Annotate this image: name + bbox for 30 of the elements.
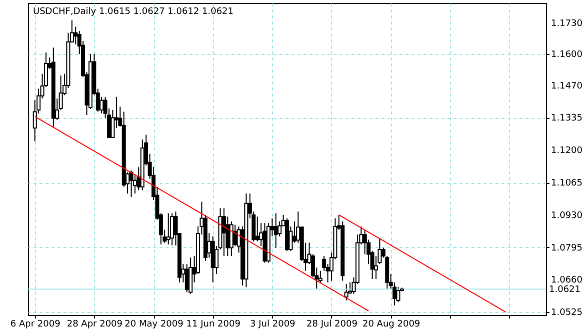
x-tick-label: 6 Apr 2009	[10, 320, 61, 330]
candlestick	[233, 224, 238, 247]
y-tick-label: 1.1730	[551, 18, 583, 29]
x-tick-label: 11 Jun 2009	[186, 320, 241, 330]
candlestick	[166, 212, 170, 245]
candlestick	[344, 284, 348, 301]
y-tick-label: 1.0660	[551, 276, 583, 286]
chart-title: USDCHF,Daily 1.0615 1.0627 1.0612 1.0621	[33, 7, 234, 17]
y-tick-label: 1.1600	[551, 50, 583, 60]
x-tick-label: 28 Apr 2009	[66, 320, 123, 330]
x-tick-label: 28 Jul 2009	[306, 320, 358, 330]
y-tick-label: 1.1065	[551, 178, 582, 189]
x-tick-label: 3 Jul 2009	[250, 320, 296, 330]
y-tick-label: 1.0930	[551, 210, 583, 221]
candlestick	[222, 208, 226, 256]
x-tick-label: 20 Aug 2009	[362, 320, 420, 330]
candlestick	[129, 170, 134, 198]
candlestick	[100, 96, 104, 114]
ref-line-label: 1.0621	[549, 285, 580, 296]
y-tick-label: 1.1470	[551, 81, 583, 92]
candlestick	[396, 286, 400, 303]
x-tick-label: 20 May 2009	[124, 320, 184, 330]
y-tick-label: 1.0525	[551, 308, 582, 318]
y-tick-label: 1.1200	[551, 146, 583, 156]
candlestick	[170, 212, 174, 246]
y-tick-label: 1.0795	[551, 243, 582, 254]
candlestick	[274, 212, 278, 248]
y-tick-label: 1.1335	[551, 114, 582, 124]
candlestick	[132, 174, 137, 194]
line-series	[338, 214, 506, 313]
